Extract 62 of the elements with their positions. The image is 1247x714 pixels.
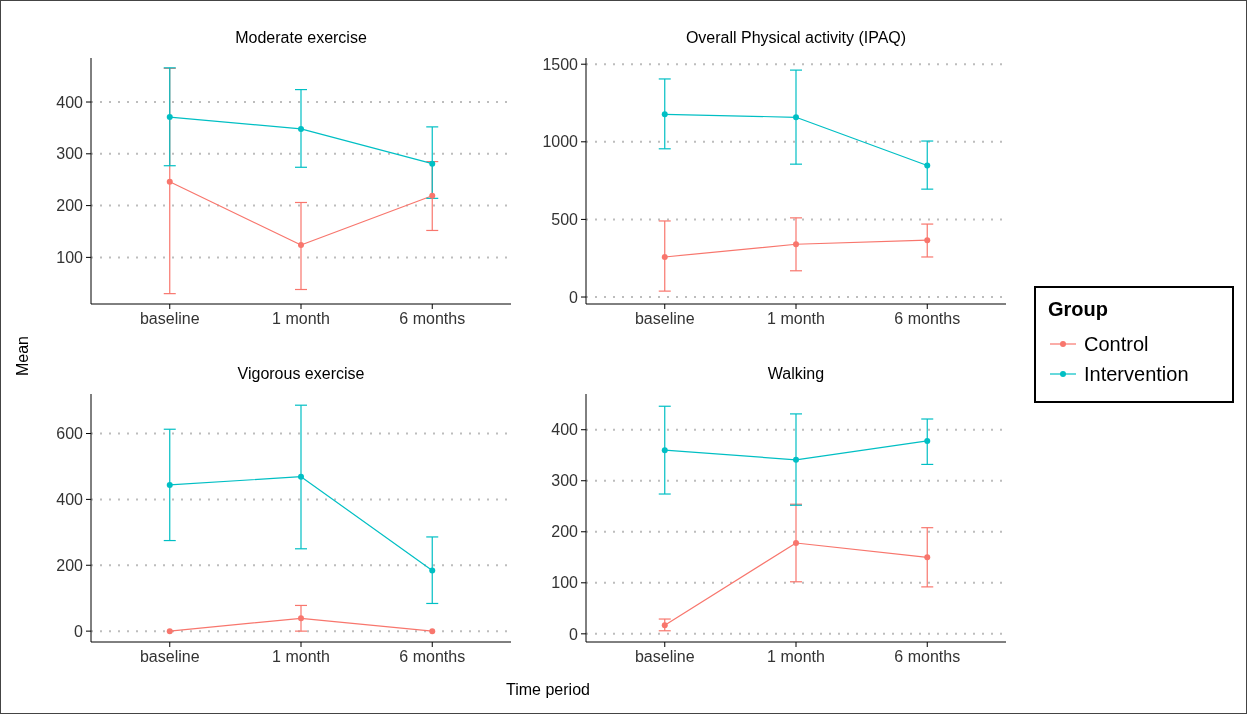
- y-axis-title: Mean: [14, 335, 32, 376]
- y-tick-label: 100: [56, 249, 84, 267]
- point: [166, 114, 173, 121]
- x-tick-label: baseline: [634, 648, 695, 666]
- point: [429, 192, 436, 199]
- y-tick-label: 400: [56, 93, 84, 111]
- point: [298, 473, 304, 480]
- x-tick-label: 6 months: [894, 310, 961, 328]
- point: [661, 622, 668, 629]
- legend-label: Intervention: [1084, 362, 1189, 386]
- x-tick-label: 1 month: [272, 310, 330, 328]
- point: [166, 178, 173, 185]
- point: [298, 241, 304, 248]
- x-tick-label: 1 month: [767, 310, 825, 328]
- x-tick-label: baseline: [139, 648, 200, 666]
- point: [924, 162, 931, 169]
- point: [298, 615, 304, 622]
- chart-title: Vigorous exercise: [236, 365, 366, 383]
- y-tick-label: 200: [551, 523, 579, 541]
- y-tick-label: 200: [56, 556, 84, 574]
- y-tick-label: 0: [569, 625, 579, 643]
- point: [793, 456, 799, 463]
- point: [661, 111, 668, 118]
- x-tick-label: 1 month: [272, 648, 330, 666]
- x-axis-title: Time period: [505, 681, 591, 699]
- legend-title: Group: [1048, 298, 1109, 321]
- point: [166, 628, 173, 635]
- point: [298, 125, 304, 132]
- chart-title: Walking: [766, 365, 826, 383]
- y-tick-label: 500: [551, 211, 579, 229]
- point: [661, 253, 668, 260]
- point: [429, 628, 436, 635]
- point: [793, 540, 799, 546]
- point: [924, 437, 931, 444]
- y-tick-label: 1000: [542, 133, 579, 151]
- x-tick-label: baseline: [139, 310, 200, 328]
- y-tick-label: 300: [551, 472, 579, 490]
- point: [429, 567, 436, 574]
- x-tick-label: baseline: [634, 310, 695, 328]
- point: [661, 447, 668, 454]
- point: [924, 237, 931, 244]
- point: [166, 481, 173, 488]
- y-tick-label: 200: [56, 197, 84, 215]
- x-tick-label: 1 month: [767, 648, 825, 666]
- y-tick-label: 100: [551, 574, 579, 592]
- chart-title: Moderate exercise: [234, 29, 368, 47]
- y-tick-label: 0: [569, 288, 579, 306]
- x-tick-label: 6 months: [894, 648, 961, 666]
- point: [793, 114, 799, 121]
- y-tick-label: 0: [74, 622, 84, 640]
- point: [793, 241, 799, 248]
- y-tick-label: 600: [56, 425, 84, 443]
- y-tick-label: 400: [551, 421, 579, 439]
- x-tick-label: 6 months: [399, 648, 466, 666]
- point: [429, 160, 436, 167]
- x-tick-label: 6 months: [399, 310, 466, 328]
- legend-label: Control: [1084, 332, 1149, 356]
- chart-title: Overall Physical activity (IPAQ): [684, 29, 908, 47]
- point: [924, 554, 931, 561]
- y-tick-label: 1500: [542, 55, 579, 73]
- y-tick-label: 300: [56, 145, 84, 163]
- y-tick-label: 400: [56, 491, 84, 509]
